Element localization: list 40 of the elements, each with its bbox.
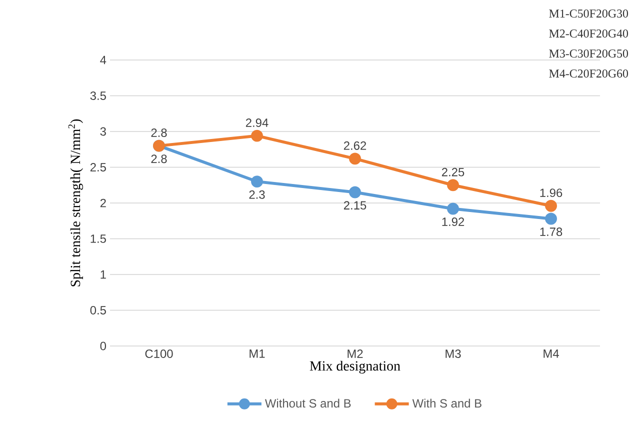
text: M1-C50F20G30 [549, 10, 628, 18]
legend-label: Without S and B [264, 398, 351, 408]
data-label: 2.3 [249, 190, 265, 199]
annotation: M4-C20F20G60 [549, 70, 628, 78]
point [447, 202, 459, 215]
y-tick-label: 4 [100, 56, 106, 64]
point [447, 179, 459, 192]
y-tick-label: 3.5 [90, 92, 106, 100]
x-tick-label: M2 [348, 350, 363, 358]
y-tick-label: 0 [100, 342, 106, 350]
y-tick-label: 3 [100, 127, 106, 136]
legend-label: With S and B [412, 398, 482, 408]
y-axis-title: Split tensile strength( N/mm$^{2}$) [68, 119, 84, 286]
y-tick-label: 0.5 [90, 306, 106, 314]
data-label: 1.92 [442, 218, 464, 226]
y-tick-label: 2 [100, 198, 106, 208]
x-tick-label: M3 [446, 350, 461, 358]
point [251, 130, 263, 142]
data-label: 1.78 [540, 228, 562, 236]
point [251, 176, 263, 188]
point [545, 212, 557, 225]
data-label: 2.94 [246, 118, 268, 127]
point [349, 152, 361, 165]
data-label: 1.96 [540, 188, 562, 198]
x-tick-label: C100 [145, 350, 173, 358]
x-axis-title: Mix designation [310, 360, 400, 374]
y-tick-label: 1.5 [90, 234, 106, 243]
data-label: 2.62 [344, 141, 366, 150]
data-label: 2.25 [442, 168, 464, 176]
point [545, 200, 557, 212]
point [349, 186, 361, 198]
y-tick-label: 2.5 [90, 163, 106, 172]
data-label: 2.8 [151, 128, 167, 137]
text: M3-C30F20G50 [549, 50, 628, 58]
data-label: 2.8 [151, 154, 167, 164]
x-tick-label: M4 [544, 350, 559, 358]
x-tick-label: M1 [250, 350, 265, 358]
text: M2-C40F20G40 [549, 30, 628, 38]
y-tick-label: 1 [100, 270, 106, 279]
data-label: 2.15 [344, 201, 366, 210]
